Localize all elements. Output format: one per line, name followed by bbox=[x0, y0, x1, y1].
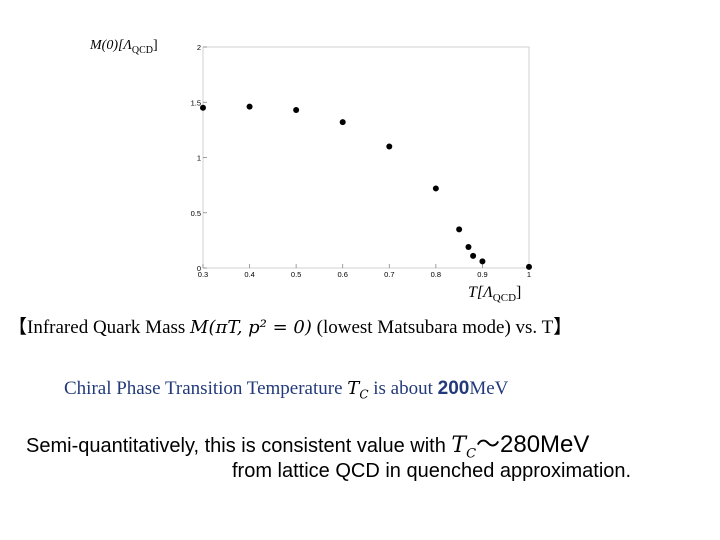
line2-math: TC bbox=[347, 378, 369, 402]
line2-text-mid: is about bbox=[368, 378, 438, 399]
line3-math: TC bbox=[451, 433, 477, 462]
transition-temperature-line: Chiral Phase Transition Temperature TC i… bbox=[64, 378, 508, 402]
data-point bbox=[386, 143, 393, 150]
data-point bbox=[456, 226, 463, 233]
scatter-chart: 0.3 0.4 0.5 0.6 0.7 0.8 0.9 1 0 0.5 1 1.5 2 bbox=[191, 43, 532, 279]
x-tick-label: 0.4 bbox=[244, 270, 254, 279]
data-point bbox=[432, 185, 439, 192]
y-tick-label: 2 bbox=[197, 43, 201, 52]
x-tick-label: 0.3 bbox=[198, 270, 208, 279]
data-point bbox=[200, 104, 206, 111]
x-tick-label: 0.7 bbox=[384, 270, 394, 279]
caption-text-before: Infrared Quark Mass bbox=[27, 317, 191, 338]
axis-ticks: 0.3 0.4 0.5 0.6 0.7 0.8 0.9 1 0 0.5 1 1.5 2 bbox=[191, 43, 532, 279]
line3-text-before: Semi-quantitatively, this is consistent … bbox=[26, 435, 452, 457]
data-point bbox=[339, 119, 346, 126]
y-tick-label: 1 bbox=[197, 154, 201, 163]
line4-text: from lattice QCD in quenched approximati… bbox=[232, 460, 632, 482]
x-tick-label: 0.8 bbox=[431, 270, 441, 279]
caption-open-bracket: 【 bbox=[8, 317, 28, 338]
line3-value: 280MeV bbox=[500, 431, 590, 458]
consistency-line: Semi-quantitatively, this is consistent … bbox=[26, 424, 589, 461]
data-points bbox=[200, 103, 532, 270]
line3-approx: ～ bbox=[476, 431, 501, 458]
line2-value: 200 bbox=[437, 378, 470, 399]
caption-text-after: (lowest Matsubara mode) vs. T bbox=[311, 317, 554, 338]
x-tick-label: 0.6 bbox=[337, 270, 347, 279]
x-tick-label: 1 bbox=[527, 270, 531, 279]
data-point bbox=[246, 103, 253, 110]
x-axis-label: T[ΛQCD] bbox=[468, 284, 522, 305]
plot-frame bbox=[202, 46, 530, 269]
figure-caption: 【Infrared Quark Mass M(πT, p² = 0) (lowe… bbox=[8, 312, 572, 339]
y-axis-label: M(0)[ΛQCD] bbox=[90, 38, 158, 56]
data-point bbox=[465, 244, 472, 251]
y-tick-label: 1.5 bbox=[191, 98, 201, 107]
caption-close-bracket: 】 bbox=[553, 317, 573, 338]
line2-unit: MeV bbox=[469, 378, 509, 399]
line2-text-before: Chiral Phase Transition Temperature bbox=[64, 378, 348, 399]
data-point bbox=[470, 252, 477, 259]
data-point bbox=[293, 106, 300, 113]
caption-math: M(πT, p² = 0) bbox=[190, 317, 312, 338]
y-tick-label: 0.5 bbox=[191, 209, 201, 218]
y-tick-label: 0 bbox=[197, 264, 201, 273]
data-point bbox=[526, 263, 532, 270]
x-tick-label: 0.5 bbox=[291, 270, 301, 279]
lattice-qcd-line: from lattice QCD in quenched approximati… bbox=[232, 460, 631, 483]
data-point bbox=[479, 258, 486, 265]
x-tick-label: 0.9 bbox=[477, 270, 487, 279]
